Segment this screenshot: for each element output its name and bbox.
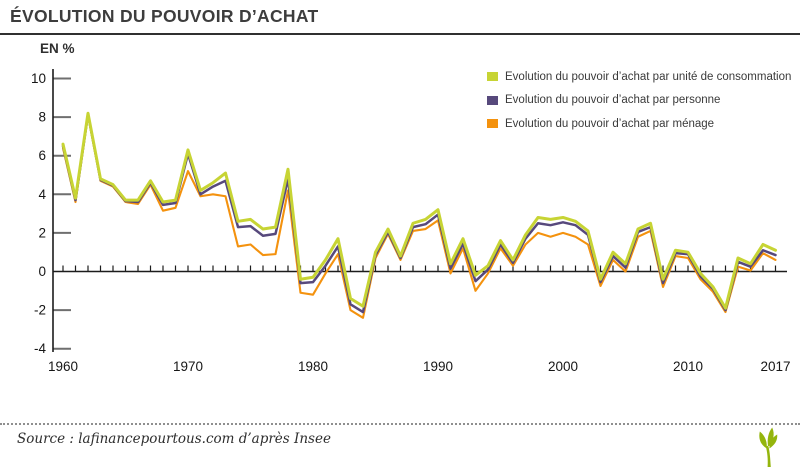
legend-item-2: Evolution du pouvoir d’achat par ménage <box>487 116 791 131</box>
legend-label: Evolution du pouvoir d’achat par personn… <box>505 94 721 106</box>
y-tick-label: 6 <box>38 148 46 163</box>
legend-swatch-icon <box>487 95 498 105</box>
legend-swatch-icon <box>487 72 498 81</box>
y-tick-label: -2 <box>34 303 46 318</box>
legend-label: Evolution du pouvoir d’achat par ménage <box>505 117 715 130</box>
y-tick-label: 4 <box>38 187 46 202</box>
tree-logo-icon <box>759 427 778 467</box>
y-tick-label: 8 <box>38 110 46 125</box>
x-tick-label: 1990 <box>423 359 453 374</box>
title-rule <box>0 33 800 35</box>
y-tick-label: 2 <box>38 225 46 240</box>
x-tick-label: 1980 <box>298 359 328 374</box>
x-tick-label: 1970 <box>173 359 203 374</box>
y-tick-label: 0 <box>38 264 46 279</box>
legend-item-1: Evolution du pouvoir d’achat par personn… <box>487 93 791 108</box>
series-line-0 <box>61 111 777 310</box>
x-tick-label: 2000 <box>548 359 578 374</box>
x-tick-label: 2017 <box>760 359 790 374</box>
x-tick-label: 2010 <box>673 359 703 374</box>
series-line-2 <box>61 114 777 319</box>
source-credit: Source : lafinancepourtous.com d’après I… <box>17 431 331 447</box>
series-line-1 <box>61 112 777 314</box>
legend-label: Evolution du pouvoir d’achat par unité d… <box>505 70 792 83</box>
legend-item-0: Evolution du pouvoir d’achat par unité d… <box>487 69 791 84</box>
legend: Evolution du pouvoir d’achat par unité d… <box>487 69 791 140</box>
y-tick-label: 10 <box>31 71 46 86</box>
x-tick-label: 1960 <box>48 359 78 374</box>
page-title: ÉVOLUTION DU POUVOIR D’ACHAT <box>10 6 319 26</box>
y-tick-label: -4 <box>34 341 46 356</box>
footer-dotted-rule <box>0 423 800 425</box>
y-axis-unit-label: EN % <box>40 41 75 56</box>
legend-swatch-icon <box>487 119 498 128</box>
